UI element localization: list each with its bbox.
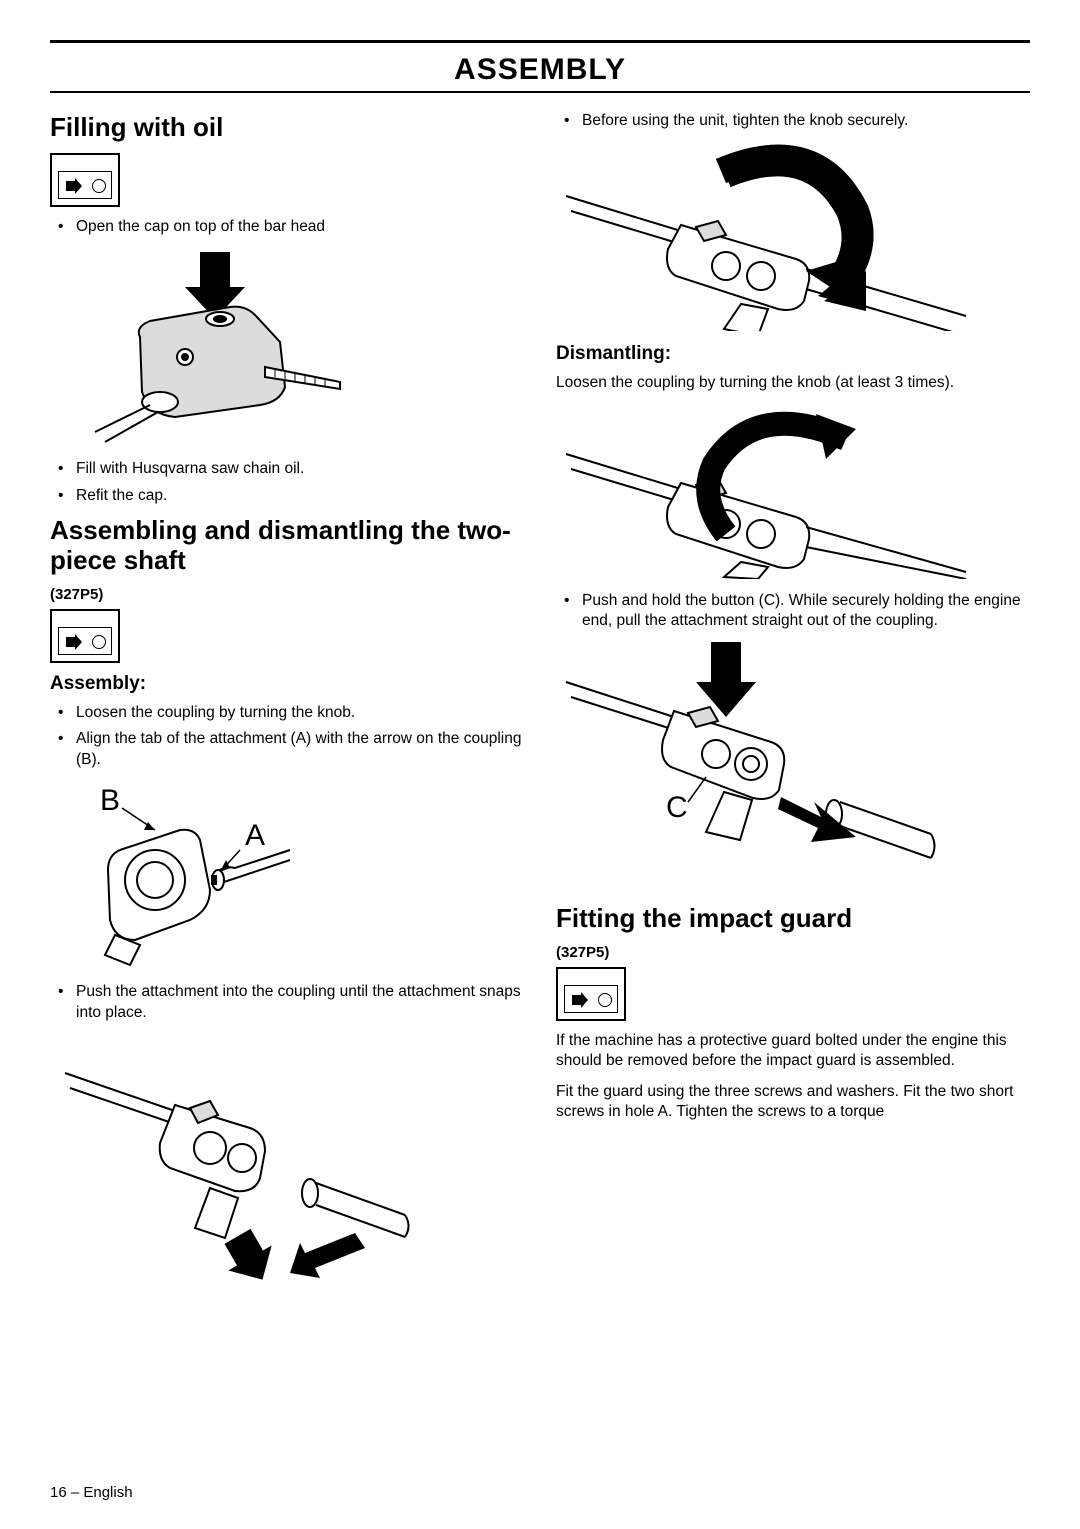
dismantling-steps: Push and hold the button (C). While secu… bbox=[556, 591, 1030, 632]
label-c: C bbox=[666, 791, 688, 824]
illus-bar-head bbox=[50, 247, 524, 447]
heading-impact-guard: Fitting the impact guard bbox=[556, 904, 1030, 934]
illus-loosen-knob bbox=[556, 404, 1030, 579]
list-item: Push and hold the button (C). While secu… bbox=[556, 591, 1030, 632]
list-item: Align the tab of the attachment (A) with… bbox=[50, 729, 524, 770]
list-item: Push the attachment into the coupling un… bbox=[50, 982, 524, 1023]
heading-assembling-shaft: Assembling and dismantling the two-piece… bbox=[50, 516, 524, 576]
assembly-steps-a: Loosen the coupling by turning the knob.… bbox=[50, 703, 524, 770]
assembly-steps-b: Push the attachment into the coupling un… bbox=[50, 982, 524, 1023]
label-a: A bbox=[245, 819, 265, 852]
illus-push-attach bbox=[50, 1033, 524, 1283]
subhead-dismantling: Dismantling: bbox=[556, 343, 1030, 365]
page-footer: 16 – English bbox=[50, 1484, 133, 1501]
two-column-layout: Filling with oil Open the cap on top of … bbox=[50, 107, 1030, 1295]
list-item: Fill with Husqvarna saw chain oil. bbox=[50, 459, 524, 479]
left-column: Filling with oil Open the cap on top of … bbox=[50, 107, 524, 1295]
dismantling-intro: Loosen the coupling by turning the knob … bbox=[556, 373, 1030, 393]
illus-tighten-knob bbox=[556, 141, 1030, 331]
fill-steps-a: Open the cap on top of the bar head bbox=[50, 217, 524, 237]
subhead-assembly: Assembly: bbox=[50, 673, 524, 695]
fit-paragraph-1: If the machine has a protective guard bo… bbox=[556, 1031, 1030, 1072]
right-column: Before using the unit, tighten the knob … bbox=[556, 107, 1030, 1295]
list-item: Refit the cap. bbox=[50, 486, 524, 506]
model-label: (327P5) bbox=[50, 586, 524, 603]
list-item: Open the cap on top of the bar head bbox=[50, 217, 524, 237]
model-label: (327P5) bbox=[556, 944, 1030, 961]
label-b: B bbox=[100, 784, 120, 817]
tighten-step: Before using the unit, tighten the knob … bbox=[556, 111, 1030, 131]
heading-filling-oil: Filling with oil bbox=[50, 113, 524, 143]
list-item: Loosen the coupling by turning the knob. bbox=[50, 703, 524, 723]
illus-pull-out-c: C bbox=[556, 642, 1030, 892]
info-box-icon bbox=[556, 967, 626, 1021]
info-box-icon bbox=[50, 153, 120, 207]
info-box-icon bbox=[50, 609, 120, 663]
illus-coupling-ab: B A bbox=[50, 780, 524, 970]
title-underline bbox=[50, 91, 1030, 93]
page-title: ASSEMBLY bbox=[50, 47, 1030, 91]
fill-steps-b: Fill with Husqvarna saw chain oil. Refit… bbox=[50, 459, 524, 506]
top-rule bbox=[50, 40, 1030, 43]
list-item: Before using the unit, tighten the knob … bbox=[556, 111, 1030, 131]
fit-paragraph-2: Fit the guard using the three screws and… bbox=[556, 1082, 1030, 1123]
